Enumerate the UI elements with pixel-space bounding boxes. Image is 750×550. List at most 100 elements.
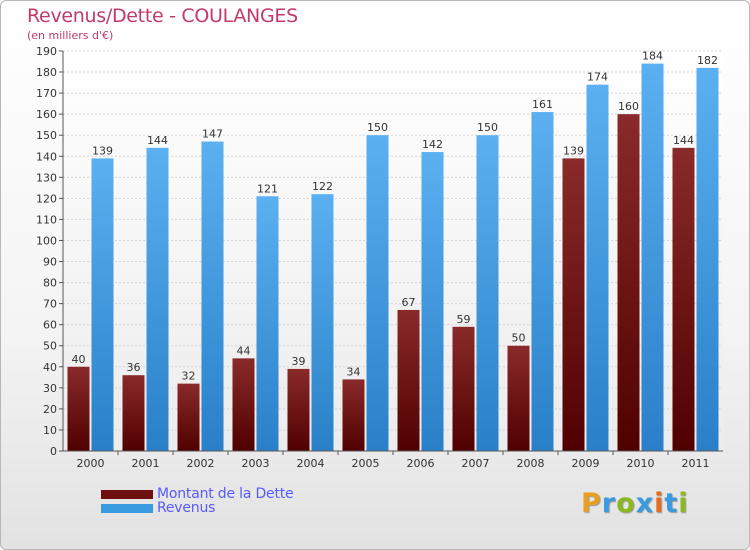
- bar-revenus: [91, 158, 114, 452]
- grid-lines: [63, 50, 723, 431]
- x-tick-label: 2008: [517, 457, 545, 470]
- logo-letter: t: [664, 488, 679, 519]
- y-tick-label: 180: [36, 66, 57, 79]
- bar-revenus: [421, 152, 444, 452]
- y-tick-label: 100: [36, 234, 57, 247]
- bar-revenus: [201, 141, 224, 452]
- y-tick-label: 130: [36, 171, 57, 184]
- y-tick-label: 60: [43, 319, 57, 332]
- y-tick-label: 120: [36, 192, 57, 205]
- bars: [67, 63, 719, 452]
- data-label: 174: [587, 71, 608, 84]
- logo-letter: P: [581, 488, 602, 519]
- data-label: 32: [182, 370, 196, 383]
- axes: 0 10 20 30 40 50 60 70 80 90 100 110 120 130 140 150 160…: [36, 45, 723, 470]
- data-label: 44: [237, 344, 251, 357]
- data-label: 182: [697, 54, 718, 67]
- x-tick-label: 2002: [187, 457, 215, 470]
- bar-revenus: [696, 67, 719, 451]
- x-tick-label: 2005: [352, 457, 380, 470]
- x-tick-label: 2006: [407, 457, 435, 470]
- data-label: 122: [312, 180, 333, 193]
- bar-dette: [672, 147, 695, 451]
- x-tick-label: 2001: [132, 457, 160, 470]
- logo-letter: x: [635, 488, 655, 519]
- data-labels: 40 139 36 144 32 147 44 121 39 122 34 150 67 142 59 150…: [72, 50, 719, 383]
- data-label: 34: [347, 365, 361, 378]
- legend: Montant de la Dette Revenus: [101, 486, 294, 516]
- x-tick-label: 2009: [572, 457, 600, 470]
- y-tick-label: 50: [43, 340, 57, 353]
- bar-dette: [287, 368, 310, 451]
- legend-item-revenus: Revenus: [101, 500, 293, 516]
- data-label: 67: [402, 296, 416, 309]
- logo-letter: i: [678, 488, 689, 519]
- data-label: 150: [367, 121, 388, 134]
- bar-dette: [342, 379, 365, 451]
- logo-letter: i: [654, 488, 665, 519]
- bar-revenus: [586, 84, 609, 452]
- y-tick-label: 40: [43, 361, 57, 374]
- legend-label-dette: Montant de la Dette: [157, 486, 294, 502]
- data-label: 144: [673, 134, 694, 147]
- y-tick-label: 190: [36, 45, 57, 58]
- proxiti-logo: Proxiti: [581, 488, 689, 519]
- y-tick-label: 0: [50, 445, 57, 458]
- data-label: 144: [147, 134, 168, 147]
- data-label: 50: [512, 332, 526, 345]
- data-label: 150: [477, 121, 498, 134]
- data-label: 139: [563, 144, 584, 157]
- data-label: 147: [202, 128, 223, 141]
- chart-subtitle: (en milliers d'€): [27, 29, 114, 42]
- y-tick-label: 170: [36, 87, 57, 100]
- bar-dette: [67, 366, 90, 451]
- bar-revenus: [256, 196, 279, 451]
- bar-revenus: [476, 135, 499, 452]
- bar-dette: [452, 326, 475, 451]
- x-tick-label: 2011: [682, 457, 710, 470]
- logo-letter: o: [616, 488, 636, 519]
- x-tick-label: 2010: [627, 457, 655, 470]
- bar-dette: [562, 158, 585, 452]
- bar-revenus: [146, 147, 169, 451]
- x-tick-label: 2007: [462, 457, 490, 470]
- data-label: 40: [72, 353, 86, 366]
- chart-title: Revenus/Dette - COULANGES: [27, 5, 298, 27]
- x-tick-label: 2004: [297, 457, 325, 470]
- data-label: 36: [127, 361, 141, 374]
- data-label: 184: [642, 50, 663, 63]
- y-tick-label: 10: [43, 424, 57, 437]
- y-tick-label: 160: [36, 108, 57, 121]
- data-label: 139: [92, 144, 113, 157]
- y-tick-label: 150: [36, 129, 57, 142]
- bar-dette: [177, 383, 200, 451]
- y-tick-label: 110: [36, 213, 57, 226]
- y-tick-label: 140: [36, 150, 57, 163]
- legend-swatch-revenus: [101, 503, 153, 513]
- x-tick-label: 2003: [242, 457, 270, 470]
- bar-revenus: [311, 194, 334, 451]
- logo-letter: r: [601, 488, 617, 519]
- bar-dette: [397, 309, 420, 451]
- y-tick-label: 20: [43, 403, 57, 416]
- x-tick-label: 2000: [77, 457, 105, 470]
- bar-dette: [122, 375, 145, 451]
- bar-dette: [617, 114, 640, 451]
- data-label: 160: [618, 100, 639, 113]
- bar-dette: [232, 358, 255, 451]
- legend-item-dette: Montant de la Dette: [101, 486, 294, 502]
- legend-swatch-dette: [101, 489, 153, 499]
- data-label: 142: [422, 138, 443, 151]
- y-tick-label: 90: [43, 256, 57, 269]
- bar-revenus: [641, 63, 664, 451]
- y-tick-label: 80: [43, 277, 57, 290]
- bar-dette: [507, 345, 530, 451]
- data-label: 59: [457, 313, 471, 326]
- y-tick-label: 70: [43, 298, 57, 311]
- bar-revenus: [531, 112, 554, 451]
- data-label: 39: [292, 355, 306, 368]
- plot-area: [63, 51, 723, 451]
- y-tick-label: 30: [43, 382, 57, 395]
- data-label: 161: [532, 98, 553, 111]
